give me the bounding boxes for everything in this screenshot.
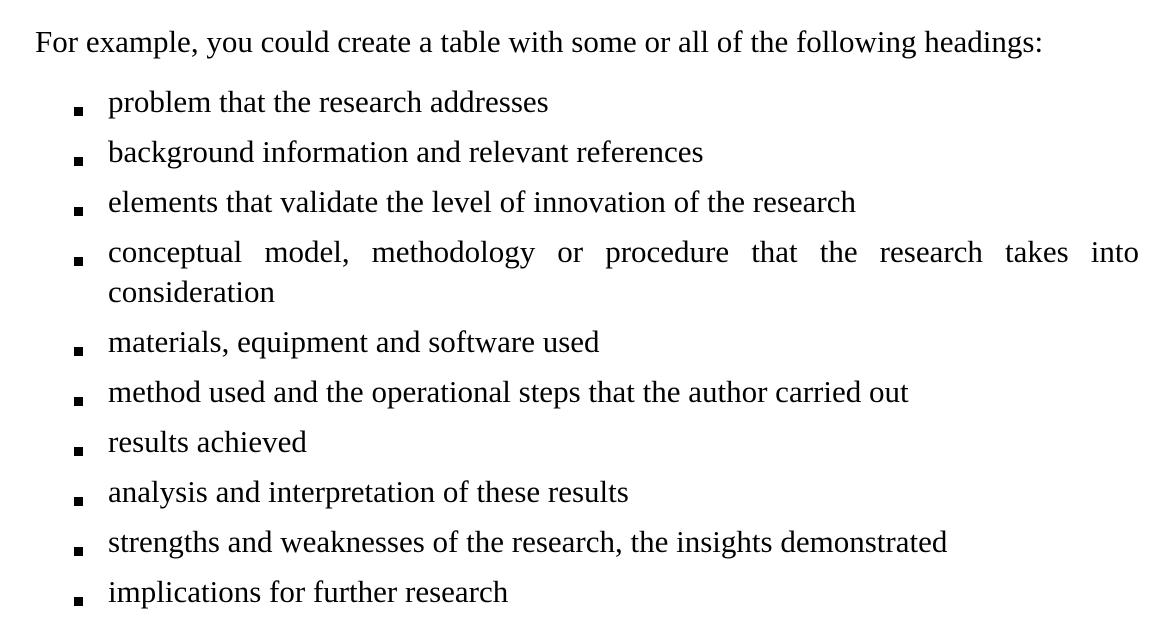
square-bullet-icon (74, 397, 83, 406)
square-bullet-icon (74, 157, 83, 166)
list-item-text: background information and relevant refe… (108, 134, 704, 169)
list-item-text: problem that the research addresses (108, 84, 549, 119)
intro-paragraph: For example, you could create a table wi… (35, 24, 1044, 59)
list-item-text: method used and the operational steps th… (108, 374, 909, 409)
square-bullet-icon (74, 207, 83, 216)
square-bullet-icon (74, 347, 83, 356)
list-item-text: materials, equipment and software used (108, 324, 600, 359)
square-bullet-icon (74, 257, 83, 266)
square-bullet-icon (74, 597, 83, 606)
list-item-text: results achieved (108, 424, 307, 459)
list-item-text: analysis and interpretation of these res… (108, 474, 629, 509)
list-item-text: implications for further research (108, 574, 509, 609)
list-item-text: conceptual model, methodology or procedu… (108, 234, 1139, 309)
square-bullet-icon (74, 447, 83, 456)
list-item-text: elements that validate the level of inno… (108, 184, 857, 219)
list-item-text: strengths and weaknesses of the research… (108, 524, 948, 559)
square-bullet-icon (74, 547, 83, 556)
square-bullet-icon (74, 107, 83, 116)
square-bullet-icon (74, 497, 83, 506)
